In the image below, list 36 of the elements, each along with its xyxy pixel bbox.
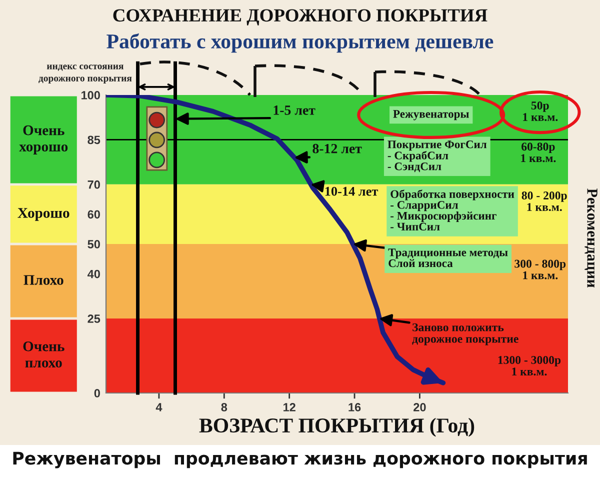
y-tick-label: 40 bbox=[87, 270, 100, 278]
annotation: 300 - 800р 1 кв.м. bbox=[514, 260, 566, 280]
annotation: 50р 1 кв.м. bbox=[523, 102, 558, 122]
x-tick-label: 12 bbox=[284, 403, 296, 412]
text: Режувенаторы продлевают жизнь дорожного покрытия bbox=[13, 452, 587, 468]
x-axis-title: ВОЗРАСТ ПОКРЫТИЯ (Год) bbox=[199, 418, 474, 437]
y-tick-label: 60 bbox=[88, 210, 100, 219]
band-label: Хорошо bbox=[18, 208, 70, 221]
annotation: Традиционные методы Слой износа bbox=[388, 248, 508, 268]
x-tick-label: 16 bbox=[348, 403, 361, 412]
annotation: 1-5 лет bbox=[274, 106, 316, 115]
text: Рекомендации bbox=[584, 188, 598, 288]
y-tick-label: 85 bbox=[88, 136, 100, 144]
y-axis-title: индекс состояния дорожного покрытия bbox=[38, 64, 132, 84]
chart-subtitle: Работать с хорошим покрытием дешевле bbox=[106, 33, 494, 53]
annotation: 80 - 200р 1 кв.м. bbox=[522, 192, 567, 212]
band-label: Очень хорошо bbox=[19, 125, 68, 154]
annotation: Режувенаторы bbox=[393, 110, 469, 120]
annotation: 10-14 лет bbox=[325, 186, 378, 196]
annotation: Заново положить дорожное покрытие bbox=[412, 323, 518, 346]
annotation: 8-12 лет bbox=[312, 144, 362, 154]
y-tick-label: 100 bbox=[81, 91, 100, 100]
annotation: Покрытие ФогСил - СкрабСил - СэндСил bbox=[388, 140, 487, 172]
band-label: Очень плохо bbox=[23, 341, 64, 368]
band-label: Плохо bbox=[24, 275, 64, 285]
y-tick-label: 0 bbox=[94, 389, 100, 398]
x-tick-label: 4 bbox=[156, 403, 162, 412]
y-tick-label: 70 bbox=[88, 180, 100, 189]
x-tick-label: 8 bbox=[221, 403, 228, 412]
y-tick-label: 25 bbox=[88, 314, 100, 323]
x-tick-label: 20 bbox=[414, 403, 426, 412]
annotation: 60-80р 1 кв.м. bbox=[521, 142, 556, 162]
annotation: 1300 - 3000р 1 кв.м. bbox=[498, 356, 561, 376]
y-tick-label: 50 bbox=[88, 240, 100, 248]
annotation: Обработка поверхности - СларриСил - Микросюрфэйсинг - ЧипСил bbox=[390, 190, 514, 231]
chart-title: СОХРАНЕНИЕ ДОРОЖНОГО ПОКРЫТИЯ bbox=[113, 9, 488, 26]
